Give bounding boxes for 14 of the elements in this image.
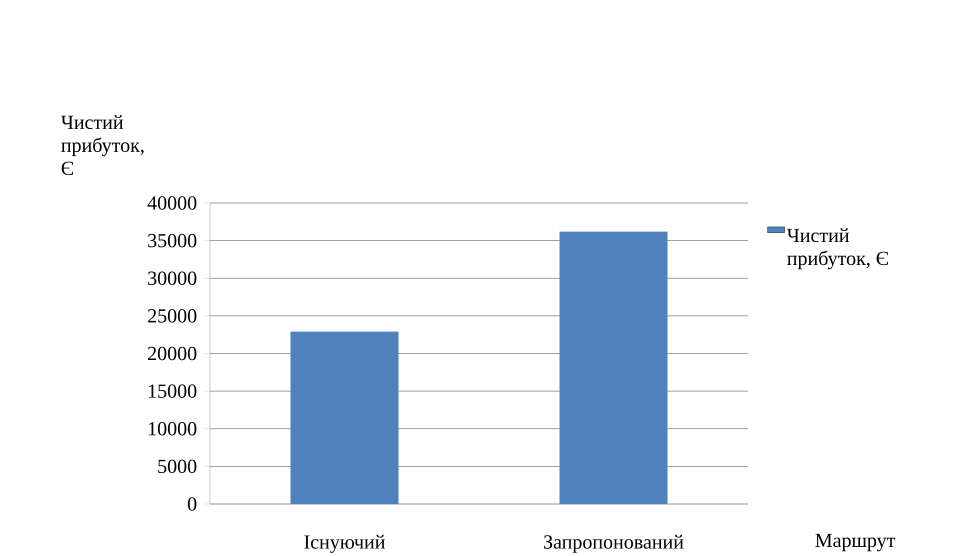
y-tick-label: 5000: [158, 460, 196, 474]
legend-label: Чистий прибуток, Є: [787, 228, 888, 270]
x-axis-title: Маршрут: [815, 534, 896, 552]
y-tick-label: 20000: [148, 346, 196, 360]
y-tick-label: 35000: [148, 234, 196, 248]
y-tick-label: 0: [188, 497, 196, 511]
x-tick-label: Існуючий: [304, 534, 385, 553]
y-tick-label: 30000: [148, 271, 196, 285]
y-tick-label: 10000: [148, 422, 196, 436]
x-tick-label: Запропонований: [544, 534, 684, 553]
y-axis-title: Чистий прибуток, Є: [61, 115, 144, 176]
y-tick-label: 25000: [148, 309, 196, 323]
y-tick-label: 15000: [148, 384, 196, 398]
y-tick-label: 40000: [148, 196, 196, 210]
